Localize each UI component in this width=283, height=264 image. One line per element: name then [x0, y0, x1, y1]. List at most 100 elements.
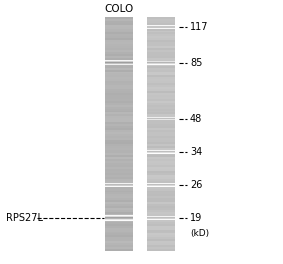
Bar: [147, 66, 175, 68]
Bar: [106, 27, 133, 29]
Bar: [106, 50, 133, 52]
Bar: [106, 48, 133, 50]
Bar: [147, 38, 175, 40]
Bar: [106, 42, 133, 44]
Bar: [147, 93, 175, 95]
Bar: [106, 56, 133, 58]
Bar: [106, 62, 133, 64]
Bar: [106, 204, 133, 206]
Bar: [147, 206, 175, 208]
Bar: [147, 230, 175, 232]
Bar: [106, 235, 133, 237]
Bar: [106, 208, 133, 210]
Bar: [147, 153, 175, 155]
Bar: [147, 140, 175, 142]
Bar: [147, 220, 175, 222]
Bar: [147, 142, 175, 144]
Bar: [147, 105, 175, 107]
Bar: [106, 163, 133, 165]
Bar: [106, 155, 133, 157]
Bar: [147, 247, 175, 249]
Bar: [106, 79, 133, 81]
Bar: [106, 21, 133, 23]
Bar: [106, 77, 133, 79]
Bar: [147, 36, 175, 38]
Bar: [147, 228, 175, 230]
Bar: [147, 52, 175, 54]
Bar: [106, 159, 133, 161]
Bar: [147, 243, 175, 245]
Bar: [106, 46, 133, 48]
Bar: [106, 105, 133, 107]
Bar: [106, 192, 133, 195]
Bar: [106, 136, 133, 138]
Bar: [147, 171, 175, 173]
Bar: [106, 32, 133, 34]
Bar: [147, 130, 175, 132]
Bar: [147, 167, 175, 169]
Bar: [106, 224, 133, 226]
Bar: [147, 163, 175, 165]
Bar: [106, 134, 133, 136]
Bar: [147, 196, 175, 198]
Bar: [106, 38, 133, 40]
Bar: [106, 171, 133, 173]
Bar: [147, 21, 175, 23]
Bar: [106, 120, 133, 122]
Bar: [106, 152, 133, 153]
Bar: [147, 85, 175, 87]
Bar: [106, 220, 133, 222]
Bar: [106, 44, 133, 46]
Bar: [147, 101, 175, 103]
Bar: [106, 97, 133, 99]
Bar: [106, 17, 133, 19]
Bar: [106, 146, 133, 148]
Bar: [147, 87, 175, 89]
Bar: [147, 81, 175, 83]
Bar: [106, 179, 133, 181]
Bar: [106, 177, 133, 179]
Bar: [106, 195, 133, 196]
Bar: [106, 130, 133, 132]
Bar: [106, 214, 133, 216]
Bar: [147, 79, 175, 81]
Bar: [147, 214, 175, 216]
Bar: [106, 95, 133, 97]
Bar: [147, 208, 175, 210]
Bar: [106, 19, 133, 21]
Bar: [147, 91, 175, 93]
Bar: [106, 206, 133, 208]
Bar: [147, 224, 175, 226]
Bar: [106, 230, 133, 232]
Bar: [147, 72, 175, 73]
Bar: [106, 175, 133, 177]
Bar: [147, 216, 175, 218]
Bar: [106, 89, 133, 91]
Bar: [106, 142, 133, 144]
Bar: [147, 107, 175, 109]
Text: 26: 26: [190, 180, 202, 190]
Bar: [106, 161, 133, 163]
Bar: [106, 31, 133, 32]
Bar: [106, 101, 133, 103]
Bar: [147, 99, 175, 101]
Bar: [147, 188, 175, 191]
Bar: [106, 83, 133, 85]
Text: 19: 19: [190, 213, 202, 223]
Bar: [147, 183, 175, 185]
Bar: [106, 99, 133, 101]
Bar: [106, 34, 133, 36]
Bar: [147, 159, 175, 161]
Bar: [147, 165, 175, 167]
Bar: [106, 23, 133, 25]
Bar: [106, 196, 133, 198]
Bar: [147, 73, 175, 76]
Bar: [147, 187, 175, 188]
Bar: [147, 109, 175, 111]
Bar: [147, 138, 175, 140]
Bar: [106, 232, 133, 233]
Bar: [106, 140, 133, 142]
Bar: [147, 118, 175, 120]
Bar: [106, 64, 133, 66]
Bar: [147, 132, 175, 134]
